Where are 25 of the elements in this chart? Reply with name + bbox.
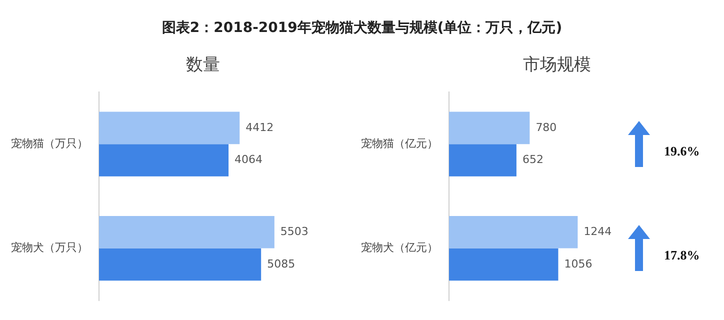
chart-subtitle: 数量 — [185, 54, 221, 77]
y-tick-label: 宠物猫（亿元） — [361, 136, 438, 150]
text: 17.8% — [664, 248, 700, 263]
bar — [449, 216, 578, 248]
data-label: 4064 — [234, 153, 263, 166]
chart-subtitle: 市场规模 — [522, 54, 592, 77]
y-tick-label: 宠物猫（万只） — [11, 136, 88, 150]
data-label: 5085 — [267, 257, 296, 270]
data-label: 5503 — [280, 225, 308, 238]
bar — [449, 112, 530, 144]
bar — [449, 144, 516, 176]
bar — [99, 112, 240, 144]
data-label: 652 — [522, 153, 544, 166]
text: 19.6% — [664, 143, 700, 158]
y-tick-label: 宠物犬（万只） — [11, 241, 88, 254]
bar — [99, 144, 229, 176]
data-label: 1056 — [564, 257, 592, 270]
text: 图表2：2018-2019年宠物猫犬数量与规模(单位：万只，亿元) — [160, 18, 564, 38]
y-tick-label: 宠物犬（亿元） — [361, 241, 438, 254]
data-label: 1244 — [584, 225, 612, 238]
bar — [449, 248, 558, 281]
data-label: 780 — [536, 120, 557, 134]
bar — [99, 248, 262, 281]
bar — [99, 216, 274, 248]
data-label: 4412 — [246, 120, 274, 134]
